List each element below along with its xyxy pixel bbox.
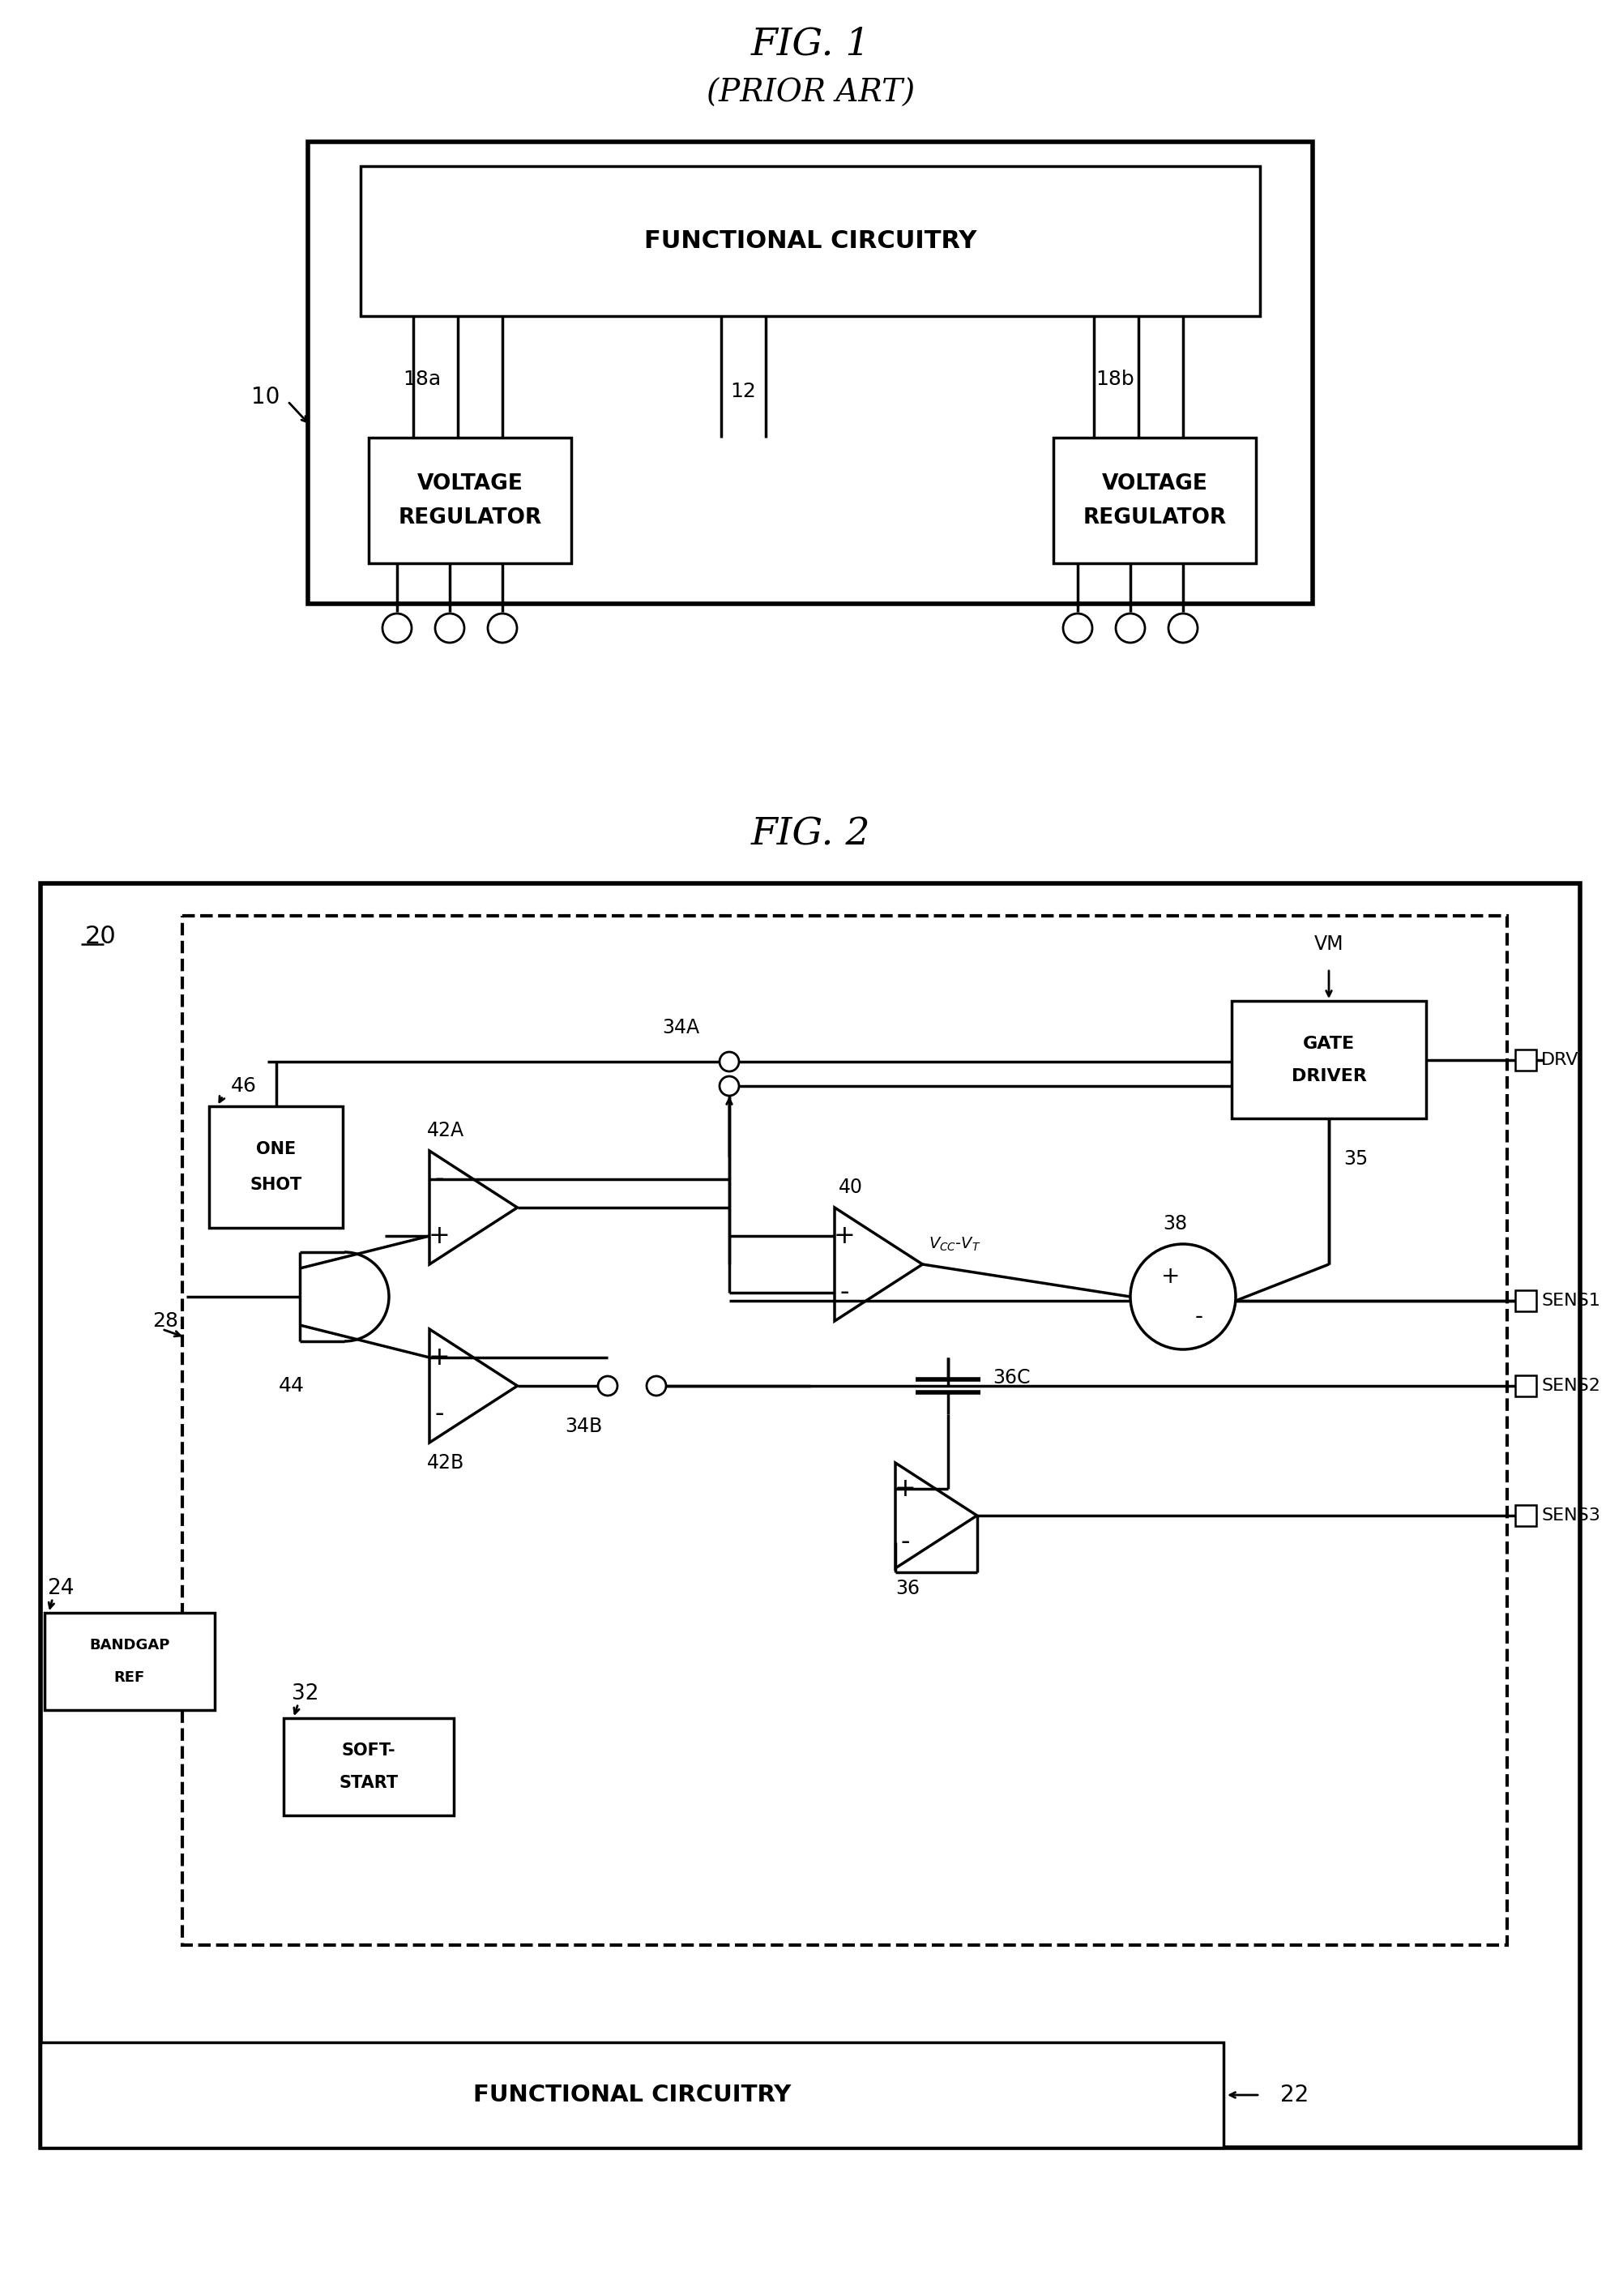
Bar — [209, 1107, 342, 1228]
Bar — [284, 1717, 454, 1816]
Text: 42A: 42A — [427, 1120, 464, 1141]
Circle shape — [489, 613, 518, 643]
Text: 20: 20 — [84, 925, 117, 948]
Bar — [1516, 1375, 1537, 1396]
Circle shape — [435, 613, 464, 643]
Circle shape — [1130, 1244, 1235, 1350]
Text: -: - — [1195, 1306, 1203, 1329]
Text: FIG. 2: FIG. 2 — [751, 817, 872, 854]
Bar — [368, 439, 571, 563]
Bar — [1232, 1001, 1427, 1118]
Text: +: + — [428, 1345, 450, 1371]
Text: 28: 28 — [153, 1311, 179, 1332]
Text: ONE: ONE — [256, 1141, 295, 1157]
Bar — [41, 884, 1581, 2147]
Text: GATE: GATE — [1303, 1035, 1355, 1052]
Text: VOLTAGE: VOLTAGE — [1102, 473, 1208, 494]
Text: +: + — [1162, 1265, 1180, 1288]
Circle shape — [719, 1077, 738, 1095]
Bar — [1053, 439, 1256, 563]
Bar — [1516, 1049, 1537, 1070]
Text: FIG. 1: FIG. 1 — [751, 25, 872, 62]
Text: START: START — [339, 1775, 398, 1791]
Text: 40: 40 — [839, 1178, 863, 1196]
Text: 18b: 18b — [1096, 370, 1134, 388]
Text: +: + — [834, 1224, 855, 1249]
Text: -: - — [901, 1529, 911, 1554]
Text: SHOT: SHOT — [250, 1178, 302, 1194]
Bar — [360, 165, 1259, 317]
Text: -: - — [435, 1401, 443, 1426]
Text: -: - — [839, 1281, 849, 1304]
Text: DRIVER: DRIVER — [1292, 1068, 1367, 1084]
Text: VOLTAGE: VOLTAGE — [417, 473, 523, 494]
Bar — [1516, 1504, 1537, 1527]
Text: VM: VM — [1315, 934, 1344, 953]
Bar — [182, 916, 1508, 1945]
Circle shape — [719, 1052, 738, 1072]
Text: 12: 12 — [730, 381, 756, 402]
Text: BANDGAP: BANDGAP — [89, 1637, 170, 1653]
Text: REGULATOR: REGULATOR — [1083, 507, 1227, 528]
Text: 34B: 34B — [565, 1417, 602, 1435]
Text: 32: 32 — [292, 1683, 318, 1704]
Bar — [308, 142, 1313, 604]
Text: REF: REF — [114, 1669, 144, 1685]
Text: $V_{CC}$-$V_T$: $V_{CC}$-$V_T$ — [928, 1235, 982, 1254]
Circle shape — [597, 1375, 617, 1396]
Text: SENS2: SENS2 — [1542, 1378, 1600, 1394]
Text: (PRIOR ART): (PRIOR ART) — [708, 78, 915, 108]
Text: 46: 46 — [230, 1077, 256, 1095]
Circle shape — [646, 1375, 665, 1396]
Bar — [1516, 1290, 1537, 1311]
Text: FUNCTIONAL CIRCUITRY: FUNCTIONAL CIRCUITRY — [644, 230, 977, 253]
Circle shape — [383, 613, 412, 643]
Text: SOFT-: SOFT- — [342, 1743, 396, 1759]
Circle shape — [1115, 613, 1144, 643]
Text: SENS3: SENS3 — [1542, 1508, 1600, 1525]
Circle shape — [1169, 613, 1198, 643]
Text: 44: 44 — [279, 1375, 305, 1396]
Circle shape — [1063, 613, 1092, 643]
Text: 22: 22 — [1281, 2085, 1308, 2105]
Text: FUNCTIONAL CIRCUITRY: FUNCTIONAL CIRCUITRY — [474, 2085, 790, 2105]
Text: 24: 24 — [47, 1577, 75, 1598]
Text: -: - — [435, 1166, 443, 1192]
Text: +: + — [894, 1476, 915, 1502]
Text: 36: 36 — [896, 1580, 920, 1598]
Text: 38: 38 — [1162, 1215, 1186, 1233]
Text: 36C: 36C — [993, 1368, 1031, 1387]
Text: SENS1: SENS1 — [1542, 1293, 1600, 1309]
Bar — [44, 1612, 214, 1711]
Text: REGULATOR: REGULATOR — [398, 507, 542, 528]
Text: 42B: 42B — [427, 1453, 464, 1472]
Text: 35: 35 — [1344, 1150, 1368, 1169]
Bar — [41, 2043, 1224, 2147]
Text: 10: 10 — [252, 386, 279, 409]
Text: DRV: DRV — [1542, 1052, 1579, 1068]
Text: 18a: 18a — [403, 370, 441, 388]
Text: +: + — [428, 1224, 450, 1249]
Text: 34A: 34A — [662, 1017, 700, 1038]
